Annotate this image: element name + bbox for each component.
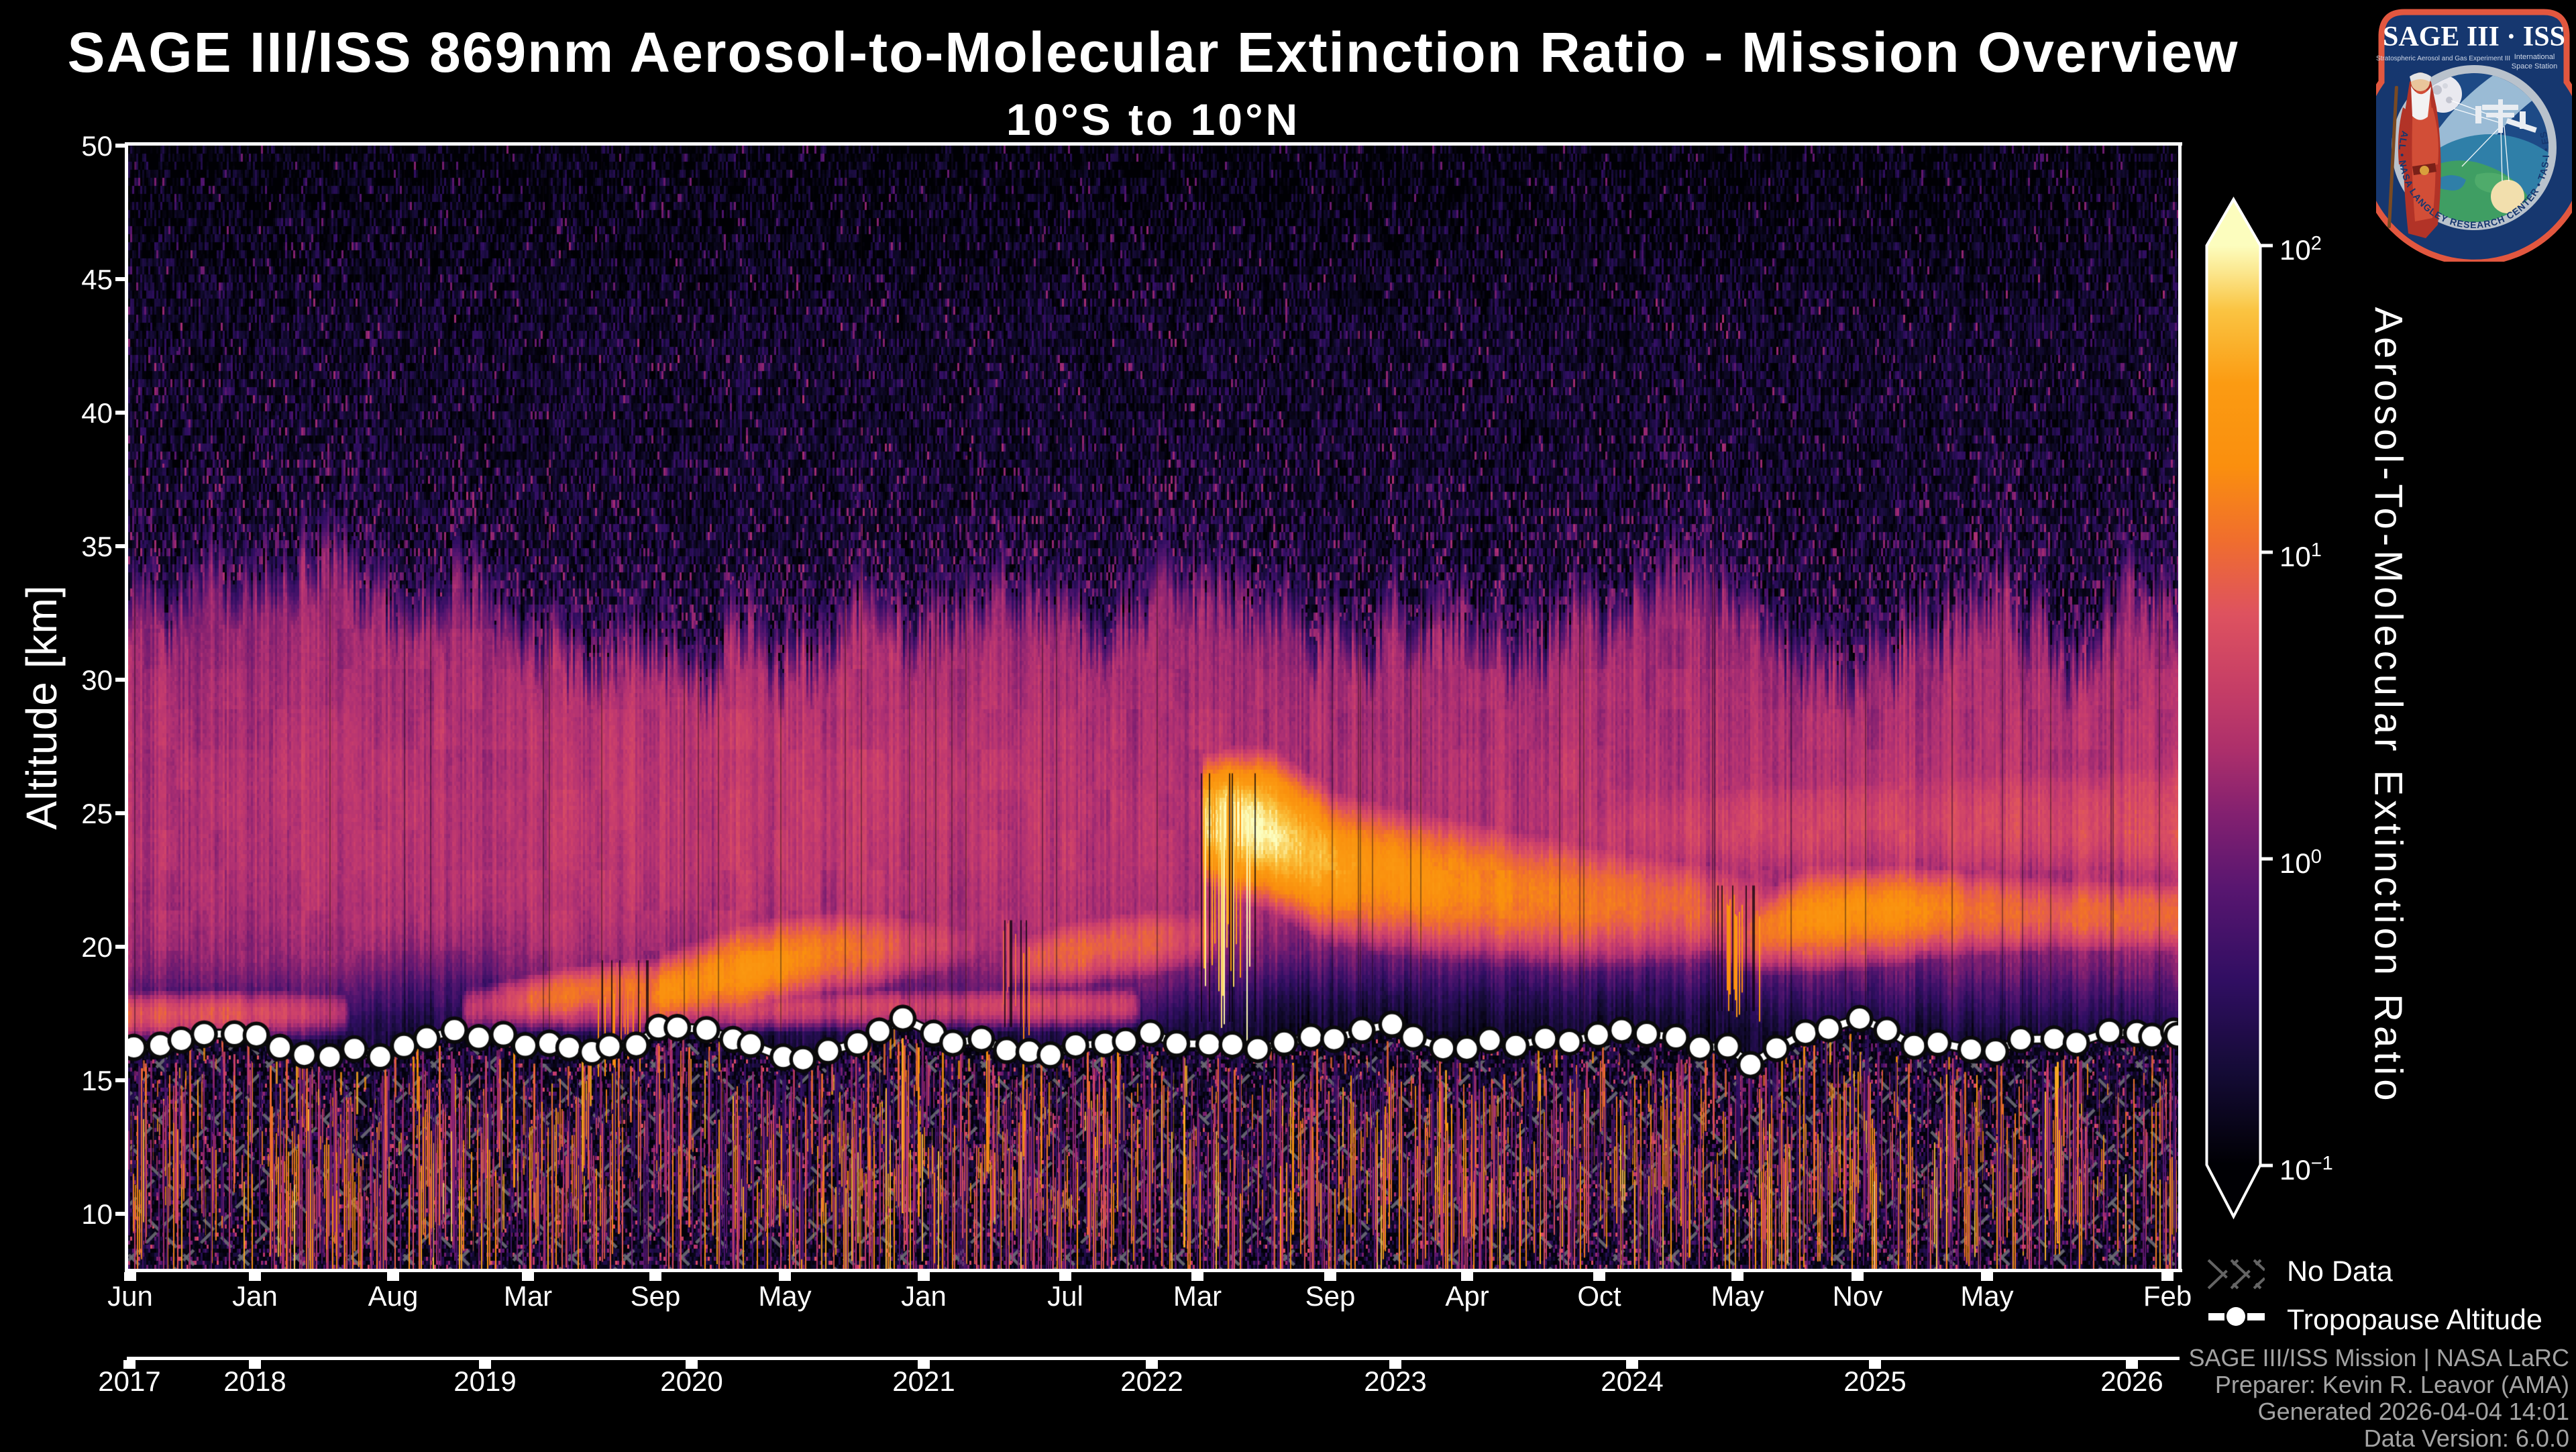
svg-text:Stratospheric Aerosol and Gas: Stratospheric Aerosol and Gas Experiment… xyxy=(2376,55,2510,62)
svg-text:SAGE III · ISS: SAGE III · ISS xyxy=(2383,21,2565,52)
svg-text:Space Station: Space Station xyxy=(2512,62,2558,70)
svg-text:International: International xyxy=(2514,53,2555,61)
